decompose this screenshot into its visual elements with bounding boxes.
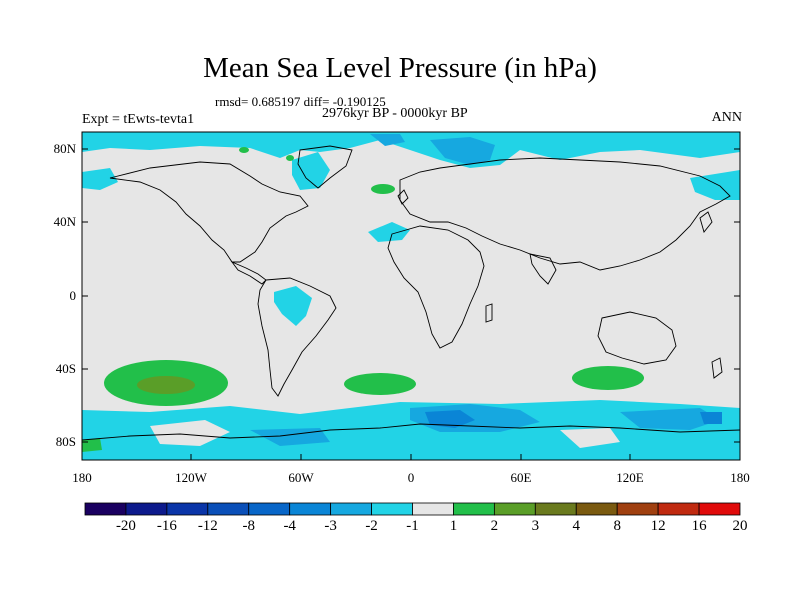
amazon-anomaly [274, 286, 312, 326]
coast-central-america [230, 260, 267, 285]
coast-north-america [109, 161, 309, 263]
colorbar-label: 2 [490, 518, 499, 534]
coast-south-america [257, 277, 337, 397]
lat-label-40n: 40N [53, 214, 76, 229]
coast-australia [597, 311, 677, 365]
colorbar-label: -12 [197, 518, 218, 534]
lat-label-40s: 40S [55, 361, 76, 376]
colorbar-swatch [84, 502, 127, 516]
colorbar-label: -1 [406, 518, 419, 534]
antarctic-anomaly-neg1 [82, 400, 740, 460]
antarctic-anomaly-neg3b [700, 412, 722, 424]
lat-label-80s: 80S [55, 434, 76, 449]
colorbar-swatch [207, 502, 250, 516]
colorbar [84, 502, 741, 516]
colorbar-label: 8 [613, 518, 621, 534]
lon-label-60e: 60E [510, 470, 532, 485]
coast-new-zealand [711, 357, 723, 379]
arctic-anomaly-neg2 [430, 137, 495, 165]
arctic-anomaly-neg1b [82, 168, 118, 190]
lon-label-180e: 180 [730, 470, 750, 485]
colorbar-swatch [371, 502, 413, 516]
lat-label-0: 0 [69, 288, 77, 303]
lon-label-180w: 180 [72, 470, 92, 485]
map-field [82, 132, 740, 460]
colorbar-label: -2 [365, 518, 378, 534]
coast-india [529, 253, 557, 285]
colorbar-swatch [166, 502, 209, 516]
map-title: Mean Sea Level Pressure (in hPa) [203, 52, 597, 84]
lat-label-80n: 80N [53, 141, 76, 156]
antarctic-anomaly-neg3 [425, 410, 475, 428]
season-label: ANN [711, 110, 742, 125]
coast-japan [699, 211, 713, 233]
colorbar-label: -20 [115, 518, 136, 534]
experiment-label: Expt = tEwts-tevta1 [82, 112, 195, 127]
antarctic-gray-patch-2 [560, 428, 620, 448]
antarctic-anomaly-neg2b [620, 408, 720, 430]
coast-uk [397, 189, 409, 205]
coast-africa [387, 225, 485, 349]
lon-label-60w: 60W [288, 470, 314, 485]
arctic-pos [239, 147, 249, 153]
lon-label-120w: 120W [175, 470, 207, 485]
colorbar-label: -3 [324, 518, 337, 534]
colorbar-label: -4 [283, 518, 296, 534]
atlantic-anomaly [368, 222, 410, 242]
colorbar-swatch [453, 502, 495, 516]
arctic-anomaly-neg2b [370, 134, 405, 146]
coast-greenland [297, 145, 353, 189]
coastlines [82, 145, 740, 441]
stats-label: rmsd= 0.685197 diff= -0.190125 [215, 94, 386, 109]
colorbar-swatch [412, 502, 454, 516]
lon-label-120e: 120E [616, 470, 644, 485]
colorbar-label: -16 [156, 518, 177, 534]
colorbar-swatch [534, 502, 577, 516]
lat-ticks [82, 148, 740, 443]
greenland-anomaly [292, 152, 330, 190]
colorbar-label: 12 [650, 518, 666, 534]
colorbar-label: 20 [732, 518, 748, 534]
period-label: 2976kyr BP - 0000kyr BP [322, 106, 468, 121]
colorbar-swatch [248, 502, 291, 516]
lon-ticks [190, 454, 631, 460]
south-atlantic-pos [344, 373, 416, 395]
north-atlantic-pos [371, 184, 395, 194]
coast-antarctica [82, 423, 740, 441]
south-indian-pos [572, 366, 644, 390]
arctic-anomaly-neg1 [82, 132, 740, 168]
colorbar-swatch [330, 502, 372, 516]
colorbar-swatch [616, 502, 659, 516]
colorbar-label: 16 [691, 518, 707, 534]
coast-eurasia [399, 157, 731, 271]
lon-label-0: 0 [407, 470, 415, 485]
arctic-pos-2 [286, 155, 294, 161]
south-pacific-pos-core [137, 376, 195, 394]
colorbar-label: -8 [242, 518, 256, 534]
colorbar-swatch [493, 502, 536, 516]
antarctic-gray-patch [150, 420, 230, 446]
colorbar-swatch [289, 502, 332, 516]
colorbar-swatch [125, 502, 168, 516]
colorbar-label: 3 [531, 518, 540, 534]
coast-madagascar [485, 303, 493, 323]
colorbar-label: 1 [449, 518, 458, 534]
colorbar-swatch [698, 502, 741, 516]
colorbar-swatch [575, 502, 618, 516]
colorbar-label: 4 [572, 518, 581, 534]
colorbar-swatch [657, 502, 700, 516]
